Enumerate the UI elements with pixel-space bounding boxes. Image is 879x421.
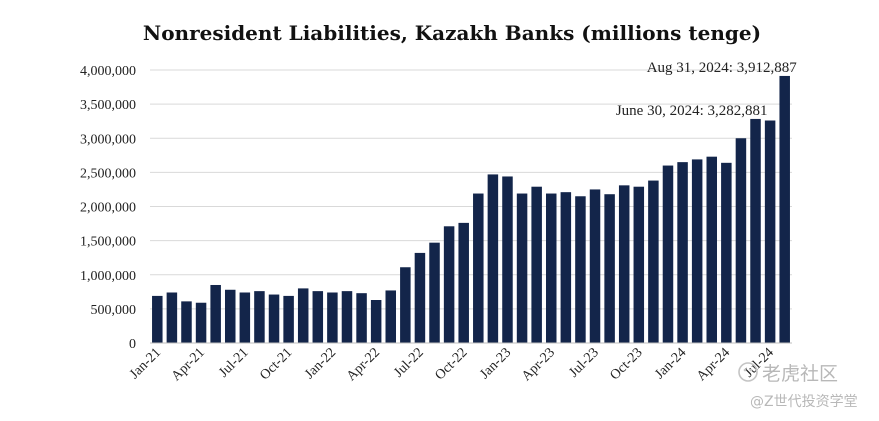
annotation-label: Aug 31, 2024: 3,912,887 (647, 60, 798, 76)
chart-title: Nonresident Liabilities, Kazakh Banks (m… (143, 21, 761, 45)
bar (545, 193, 557, 343)
bar (297, 288, 309, 343)
bar (195, 302, 207, 343)
bar (691, 159, 703, 343)
x-tick-label: Apr-23 (519, 345, 558, 384)
gridlines (150, 69, 792, 310)
x-tick-label: Jan-22 (302, 345, 339, 382)
bar (531, 186, 542, 343)
bar (385, 290, 397, 343)
y-tick-label: 2,000,000 (80, 201, 136, 216)
bar (283, 295, 294, 343)
bar (662, 165, 674, 343)
bar (706, 156, 718, 343)
y-tick-label: 3,500,000 (80, 98, 136, 113)
x-tick-label: Jul-22 (391, 345, 426, 380)
bar (458, 222, 469, 343)
bar (721, 162, 732, 343)
bar (443, 226, 455, 343)
bar (560, 192, 572, 343)
bar (166, 292, 178, 343)
bar (764, 120, 776, 343)
bar (239, 292, 251, 343)
bar (370, 300, 382, 343)
bar (589, 189, 601, 343)
y-tick-label: 500,000 (91, 303, 137, 318)
bar (356, 293, 367, 343)
bar (400, 267, 411, 343)
y-tick-label: 4,000,000 (80, 64, 136, 79)
bar (414, 252, 426, 343)
tiger-logo-icon (738, 362, 758, 382)
bar (618, 185, 630, 343)
bar (181, 301, 192, 343)
bar (152, 295, 163, 343)
bar (254, 291, 265, 343)
annotations: Aug 31, 2024: 3,912,887 June 30, 2024: 3,… (616, 60, 797, 119)
bar (604, 194, 615, 343)
watermark-line2: @Z世代投资学堂 (750, 394, 858, 410)
watermark-line1: 老虎社区 (762, 363, 838, 385)
bar (327, 292, 338, 343)
x-tick-label: Apr-21 (169, 345, 208, 384)
y-tick-label: 2,500,000 (80, 166, 136, 181)
y-tick-label: 0 (129, 337, 136, 352)
bar (575, 196, 586, 343)
bar (779, 75, 790, 343)
bar (502, 176, 513, 343)
x-tick-label: Apr-24 (694, 345, 733, 384)
y-tick-label: 3,000,000 (80, 132, 136, 147)
bar (341, 291, 353, 343)
x-tick-label: Jan-23 (477, 345, 514, 382)
bar (210, 284, 221, 343)
bar (312, 291, 324, 343)
x-tick-label: Oct-23 (608, 345, 646, 383)
bar (429, 242, 440, 343)
bar (750, 118, 761, 343)
bar (473, 193, 484, 343)
watermark: 老虎社区 @Z世代投资学堂 (738, 362, 858, 410)
bar (516, 193, 528, 343)
y-tick-label: 1,500,000 (80, 235, 136, 250)
x-tick-label: Jan-24 (652, 345, 689, 382)
bar (224, 289, 236, 343)
bar (677, 162, 688, 343)
x-tick-label: Oct-22 (432, 345, 470, 383)
y-tick-label: 1,000,000 (80, 269, 136, 284)
bar (735, 138, 747, 343)
y-axis: 0 500,000 1,000,000 1,500,000 2,000,000 2,500… (80, 64, 136, 352)
annotation-label: June 30, 2024: 3,282,881 (616, 103, 768, 119)
bar (487, 174, 499, 343)
x-tick-label: Jul-21 (216, 345, 251, 380)
x-tick-label: Oct-21 (257, 345, 295, 383)
x-axis: Jan-21 Apr-21 Jul-21 Oct-21 Jan-22 Apr-22 Jul-… (127, 345, 777, 384)
bar (648, 180, 659, 343)
x-tick-label: Apr-22 (344, 345, 383, 384)
bars (152, 75, 790, 343)
bar (633, 186, 645, 343)
x-tick-label: Jul-23 (566, 345, 601, 380)
bar (268, 294, 280, 343)
